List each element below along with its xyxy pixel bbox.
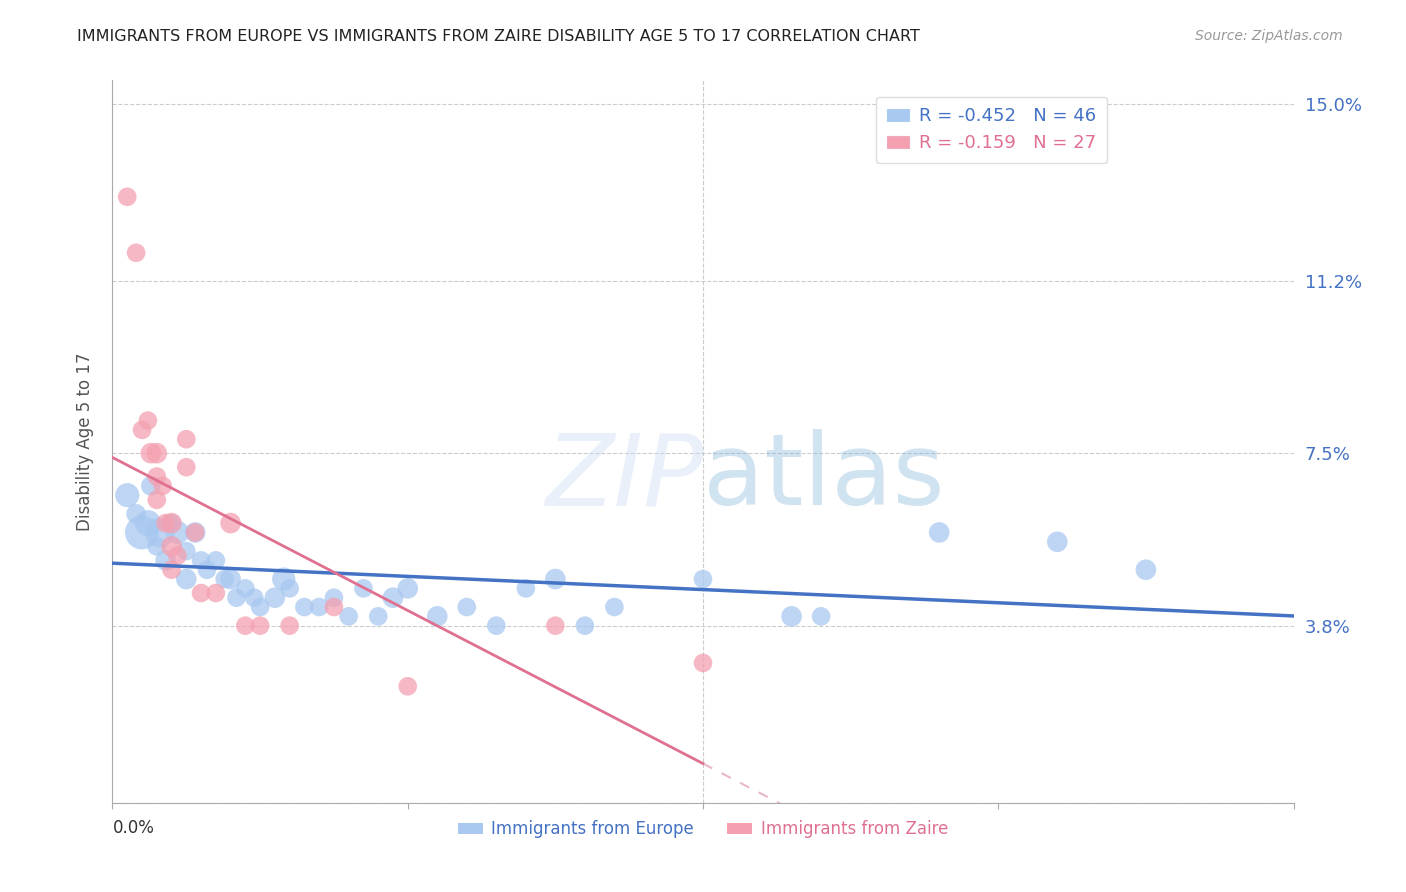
Point [125,507,148,521]
Point [160,563,183,577]
Legend: Immigrants from Europe, Immigrants from Zaire: Immigrants from Europe, Immigrants from … [451,814,955,845]
Point [1135,563,1157,577]
Point [382,591,405,605]
Point [190,553,212,567]
Point [323,591,346,605]
Point [603,600,626,615]
Point [166,525,188,540]
Point [136,413,159,427]
Point [131,423,153,437]
Point [780,609,803,624]
Point [160,516,183,530]
Point [233,618,256,632]
Point [337,609,360,624]
Y-axis label: Disability Age 5 to 17: Disability Age 5 to 17 [76,352,94,531]
Point [485,618,508,632]
Point [243,591,266,605]
Point [233,582,256,596]
Point [264,591,287,605]
Text: ZIP: ZIP [544,429,703,526]
Point [810,609,832,624]
Point [117,190,138,204]
Point [205,586,228,600]
Point [146,469,169,483]
Point [136,516,159,530]
Point [152,479,174,493]
Point [174,544,197,558]
Point [139,446,162,460]
Point [692,656,714,670]
Point [146,540,169,554]
Point [125,245,148,260]
Point [249,618,271,632]
Point [928,525,950,540]
Point [692,572,714,586]
Point [117,488,138,502]
Point [367,609,389,624]
Point [278,618,301,632]
Point [426,609,449,624]
Point [225,591,247,605]
Point [574,618,596,632]
Point [292,600,315,615]
Point [273,572,295,586]
Point [174,432,197,446]
Point [149,525,172,540]
Point [160,540,183,554]
Point [205,553,228,567]
Point [184,525,207,540]
Point [308,600,330,615]
Point [214,572,236,586]
Point [396,679,419,693]
Point [131,525,153,540]
Point [544,618,567,632]
Point [174,460,197,475]
Point [515,582,537,596]
Point [174,572,197,586]
Point [184,525,207,540]
Point [249,600,271,615]
Text: 0.0%: 0.0% [112,819,155,837]
Point [278,582,301,596]
Point [352,582,374,596]
Point [146,446,169,460]
Point [155,553,177,567]
Point [155,516,177,530]
Point [456,600,478,615]
Point [195,563,218,577]
Point [219,572,242,586]
Point [139,479,162,493]
Point [219,516,242,530]
Point [396,582,419,596]
Text: IMMIGRANTS FROM EUROPE VS IMMIGRANTS FROM ZAIRE DISABILITY AGE 5 TO 17 CORRELATI: IMMIGRANTS FROM EUROPE VS IMMIGRANTS FRO… [77,29,920,44]
Point [1046,534,1069,549]
Point [146,492,169,507]
Point [544,572,567,586]
Point [190,586,212,600]
Text: Source: ZipAtlas.com: Source: ZipAtlas.com [1195,29,1343,43]
Point [160,516,183,530]
Point [166,549,188,563]
Text: atlas: atlas [703,429,945,526]
Point [323,600,346,615]
